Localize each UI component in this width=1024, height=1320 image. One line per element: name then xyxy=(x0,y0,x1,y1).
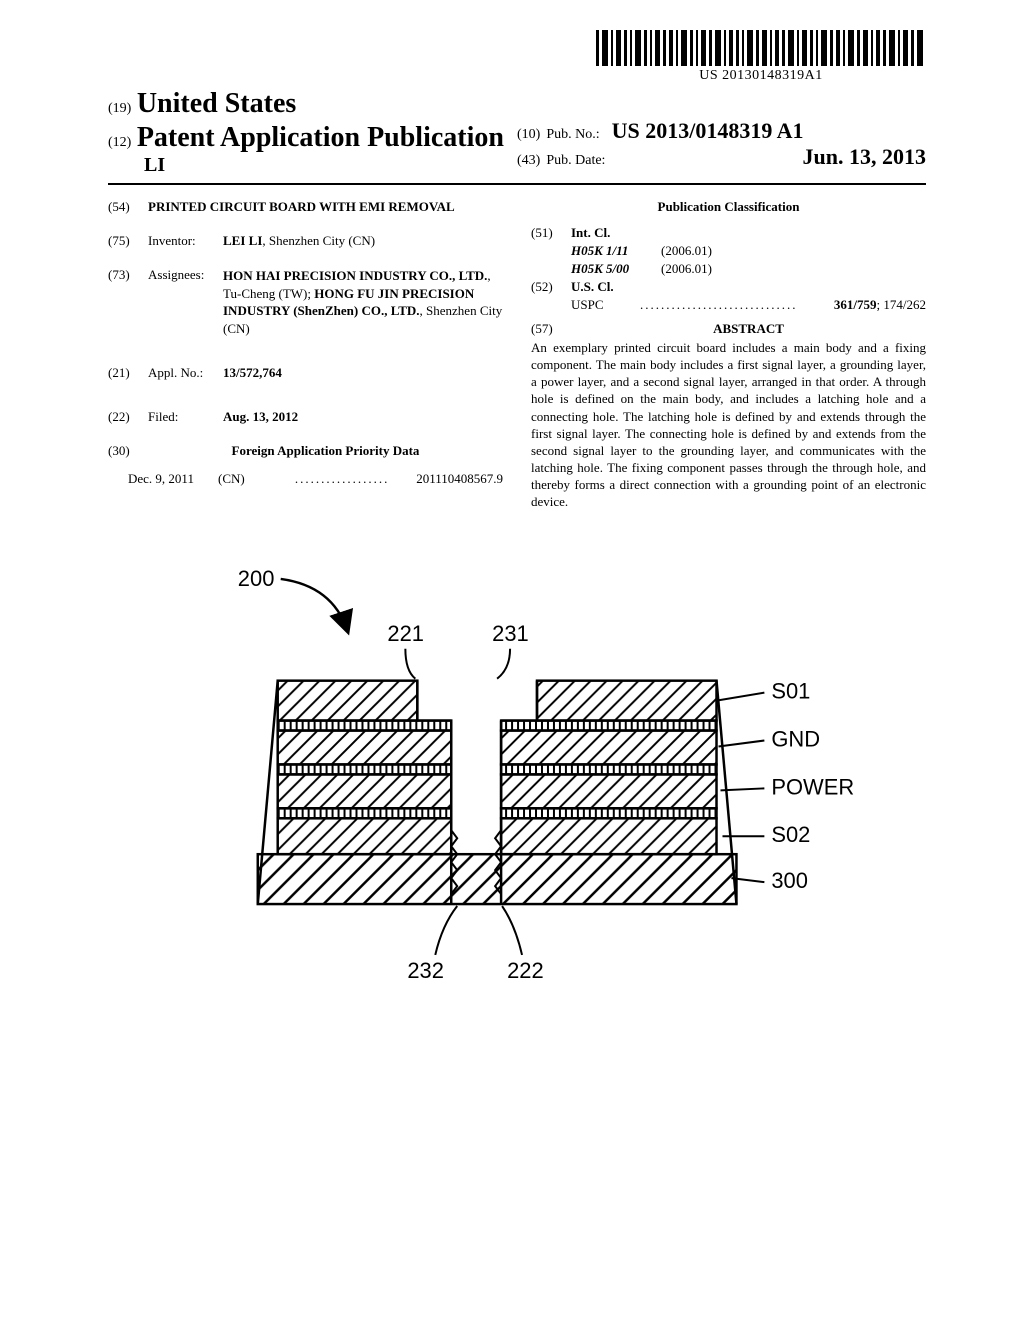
inventor-label: Inventor: xyxy=(148,233,223,249)
fig-label-231: 231 xyxy=(492,620,529,645)
inventor-name: LEI LI xyxy=(223,233,262,248)
filed-label: Filed: xyxy=(148,409,223,425)
code-10: (10) xyxy=(517,127,540,143)
fig-label-221: 221 xyxy=(387,620,424,645)
code-30: (30) xyxy=(108,443,148,459)
code-73: (73) xyxy=(108,267,148,283)
patent-figure: 200 221 231 xyxy=(168,561,906,1000)
assignee-label: Assignees: xyxy=(148,267,223,283)
abstract-text: An exemplary printed circuit board inclu… xyxy=(531,339,926,511)
appl-no-label: Appl. No.: xyxy=(148,365,223,381)
code-51: (51) xyxy=(531,225,571,241)
int-cl-1-version: (2006.01) xyxy=(661,243,712,259)
priority-number: 201110408567.9 xyxy=(416,471,503,487)
code-54: (54) xyxy=(108,199,148,215)
code-21: (21) xyxy=(108,365,148,381)
classification-header: Publication Classification xyxy=(531,199,926,215)
barcode-svg xyxy=(596,30,926,66)
barcode-text: US 20130148319A1 xyxy=(596,68,926,84)
figure-area: 200 221 231 xyxy=(108,561,926,1005)
pub-date-label: Pub. Date: xyxy=(546,153,605,169)
code-22: (22) xyxy=(108,409,148,425)
code-19: (19) xyxy=(108,101,131,116)
barcode: US 20130148319A1 xyxy=(596,30,926,84)
us-cl-label: U.S. Cl. xyxy=(571,279,641,295)
pub-no-label: Pub. No.: xyxy=(546,127,599,143)
left-column: (54) PRINTED CIRCUIT BOARD WITH EMI REMO… xyxy=(108,199,503,511)
fig-layer-power: POWER xyxy=(771,774,854,799)
filed-value: Aug. 13, 2012 xyxy=(223,409,503,425)
fig-layer-gnd: GND xyxy=(771,726,820,751)
uspc-value-2: ; 174/262 xyxy=(877,297,926,312)
fig-layer-s01: S01 xyxy=(771,678,810,703)
priority-dots: .................. xyxy=(268,471,416,487)
priority-country: (CN) xyxy=(218,471,268,487)
uspc-dots: .............................. xyxy=(604,297,834,313)
code-57: (57) xyxy=(531,321,571,339)
assignee-1-name: HON HAI PRECISION INDUSTRY CO., LTD. xyxy=(223,268,487,283)
publication-type: Patent Application Publication xyxy=(137,122,504,153)
fig-label-300: 300 xyxy=(771,868,808,893)
priority-header: Foreign Application Priority Data xyxy=(148,443,503,459)
appl-no-value: 13/572,764 xyxy=(223,365,503,381)
int-cl-1: H05K 1/11 xyxy=(531,243,661,259)
code-75: (75) xyxy=(108,233,148,249)
fig-layer-s02: S02 xyxy=(771,822,810,847)
fig-label-232: 232 xyxy=(407,957,444,982)
country-name: United States xyxy=(137,88,296,119)
pub-no-value: US 2013/0148319 A1 xyxy=(612,118,804,144)
code-52: (52) xyxy=(531,279,571,295)
uspc-value-1: 361/759 xyxy=(834,297,877,312)
priority-date: Dec. 9, 2011 xyxy=(128,471,218,487)
inventor-location: , Shenzhen City (CN) xyxy=(262,233,375,248)
code-12: (12) xyxy=(108,135,131,150)
right-column: Publication Classification (51) Int. Cl.… xyxy=(531,199,926,511)
invention-title: PRINTED CIRCUIT BOARD WITH EMI REMOVAL xyxy=(148,199,503,215)
uspc-label: USPC xyxy=(571,297,604,313)
pub-date-value: Jun. 13, 2013 xyxy=(803,144,926,170)
body-columns: (54) PRINTED CIRCUIT BOARD WITH EMI REMO… xyxy=(108,199,926,511)
applicant-name: LI xyxy=(144,154,517,177)
header-row: (19) United States (12) Patent Applicati… xyxy=(108,88,926,185)
int-cl-label: Int. Cl. xyxy=(571,225,641,241)
barcode-region: US 20130148319A1 xyxy=(108,30,926,84)
abstract-label: ABSTRACT xyxy=(571,321,926,337)
int-cl-2: H05K 5/00 xyxy=(531,261,661,277)
fig-label-222: 222 xyxy=(507,957,544,982)
int-cl-2-version: (2006.01) xyxy=(661,261,712,277)
code-43: (43) xyxy=(517,153,540,169)
fig-label-200: 200 xyxy=(238,565,275,590)
